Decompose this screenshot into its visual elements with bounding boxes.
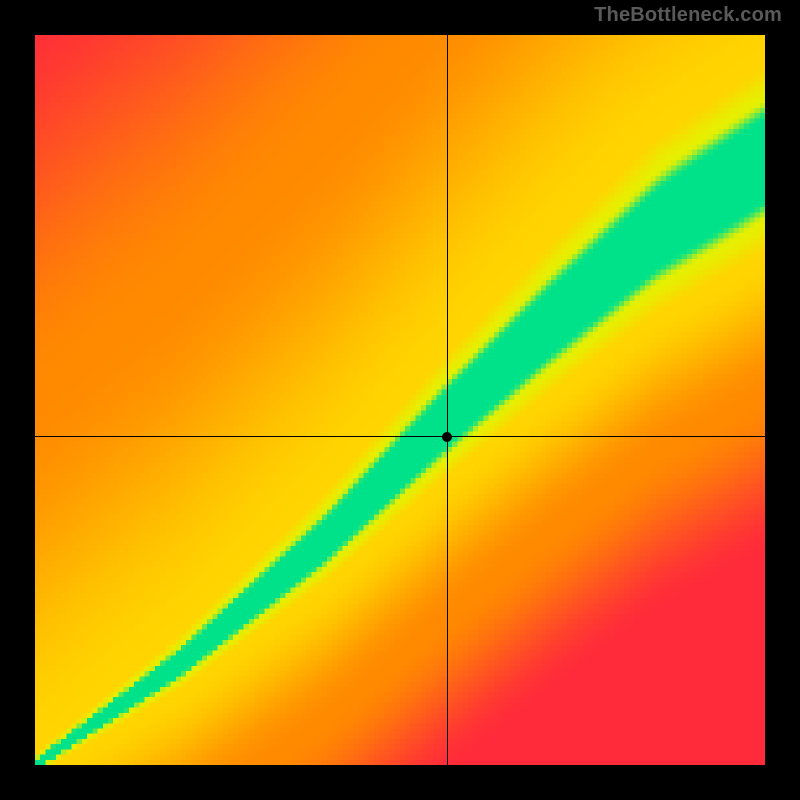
heatmap-frame [35, 35, 765, 765]
bottleneck-heatmap [35, 35, 765, 765]
watermark-text: TheBottleneck.com [594, 4, 782, 27]
